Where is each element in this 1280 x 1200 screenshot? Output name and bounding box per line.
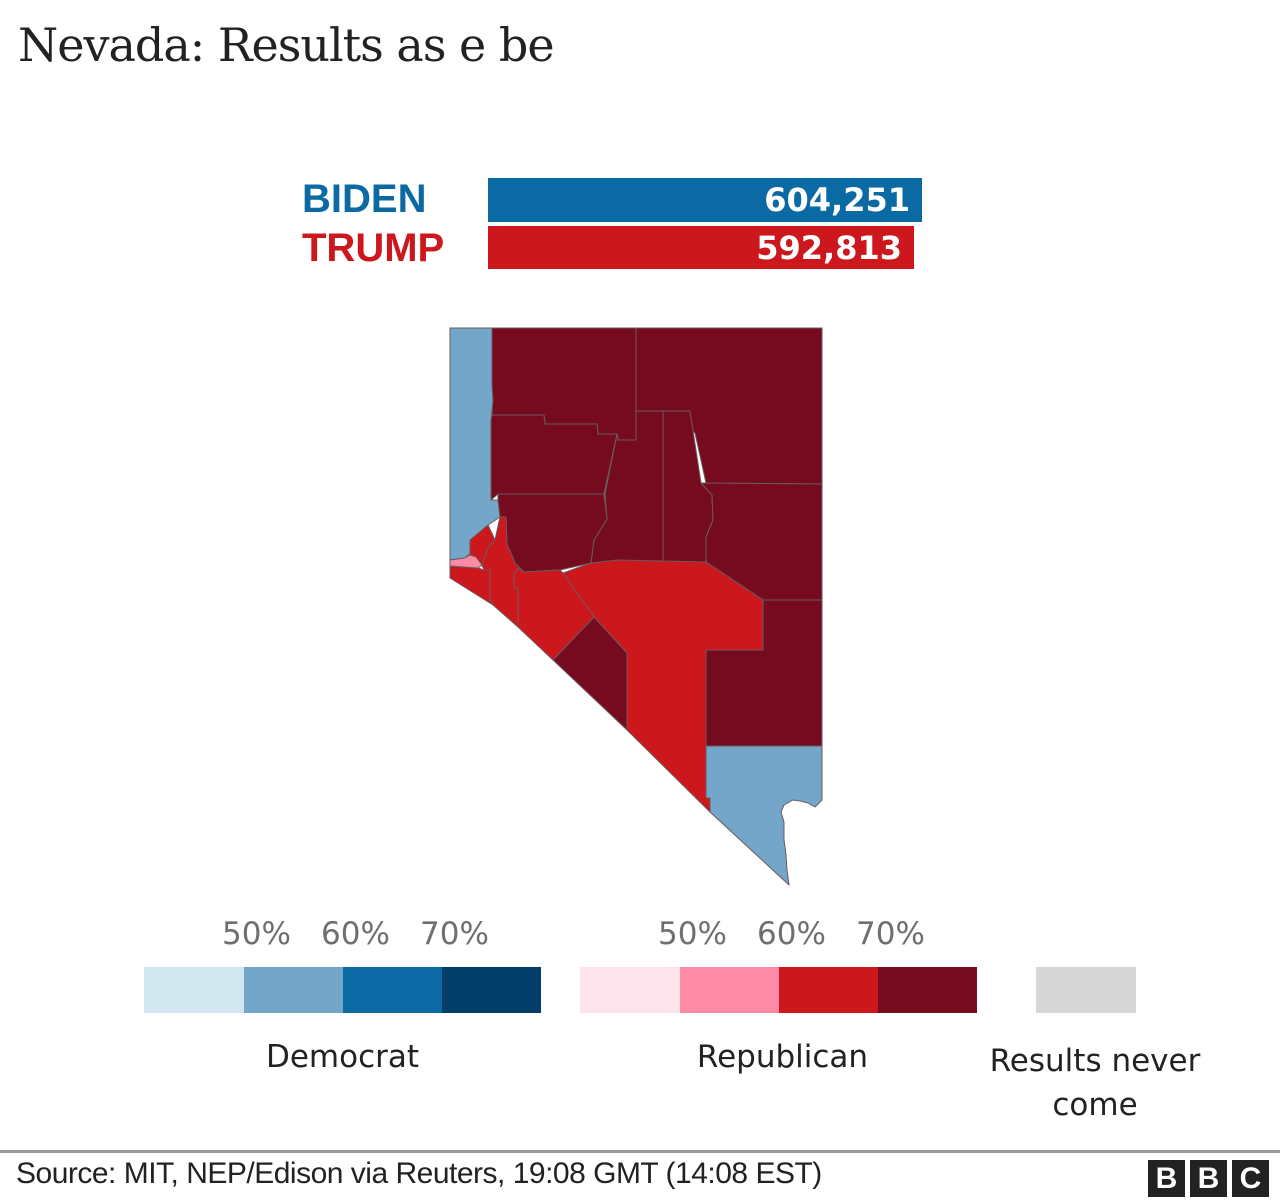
rep-legend-ticks: 50% 60% 70% [0,916,1280,956]
county-douglas[interactable] [449,565,494,606]
trump-vote-bar: 592,813 [488,226,914,269]
footer-divider [0,1150,1280,1153]
bbc-logo-b1: B [1148,1160,1185,1197]
no-results-label-line1: Results never [989,1043,1201,1079]
rep-tick-60: 60% [757,916,826,952]
dem-swatch-50-60 [244,967,343,1013]
rep-swatch-60-70 [779,967,878,1013]
chart-title: Nevada: Results as e be [18,18,555,72]
trump-label: TRUMP [302,226,445,270]
rep-legend-label: Republican [696,1039,869,1075]
nevada-county-map [449,327,823,886]
dem-swatch-under-50 [144,967,244,1013]
trump-vote-count: 592,813 [756,229,902,267]
biden-vote-bar: 604,251 [488,178,922,222]
dem-tick-70: 70% [420,916,489,952]
dem-legend-ticks: 50% 60% 70% [0,916,1280,956]
dem-tick-60: 60% [321,916,390,952]
rep-tick-50: 50% [658,916,727,952]
biden-vote-count: 604,251 [764,181,910,219]
rep-swatch-50-60 [680,967,779,1013]
dem-swatch-over-70 [442,967,541,1013]
bbc-logo-b2: B [1190,1160,1227,1197]
rep-swatch-under-50 [580,967,680,1013]
source-credit: Source: MIT, NEP/Edison via Reuters, 19:… [16,1157,822,1190]
bbc-logo: B B C [1148,1160,1269,1197]
dem-legend-label: Democrat [265,1039,420,1075]
bbc-logo-c: C [1232,1160,1269,1197]
dem-swatch-60-70 [343,967,442,1013]
biden-label: BIDEN [302,177,427,221]
rep-swatch-over-70 [878,967,977,1013]
county-clark[interactable] [705,745,823,886]
dem-tick-50: 50% [222,916,291,952]
county-carson-city[interactable] [449,554,483,569]
no-results-swatch [1036,967,1136,1013]
rep-tick-70: 70% [856,916,925,952]
no-results-label-line2: come [1052,1087,1138,1123]
